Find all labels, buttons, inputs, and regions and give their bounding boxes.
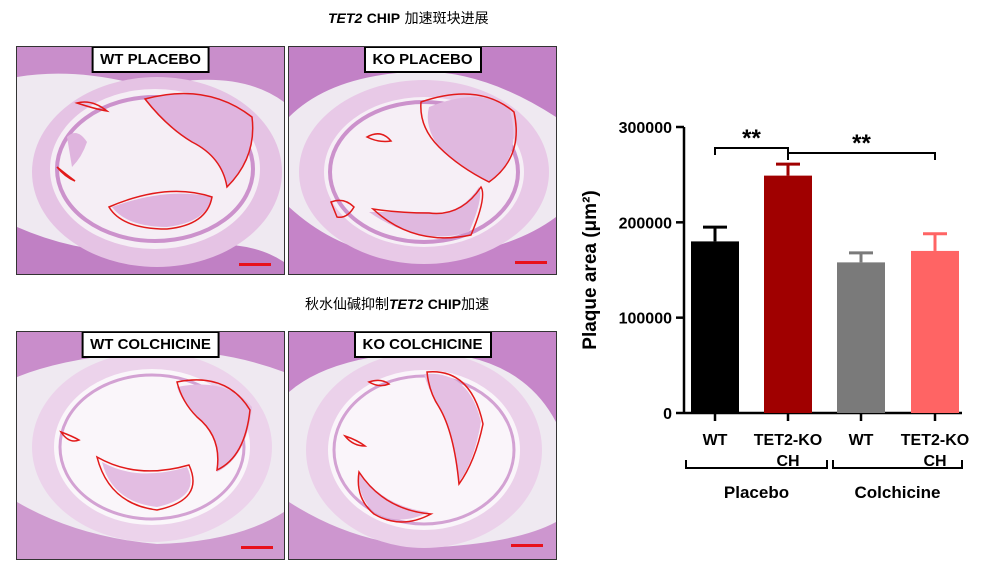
y-axis-label: Plaque area (μm²) <box>580 190 601 349</box>
bar <box>837 262 885 413</box>
scale-bar <box>515 261 547 264</box>
scale-bar <box>511 544 543 547</box>
bar <box>691 241 739 413</box>
significance-bracket <box>787 152 936 160</box>
histology-panel-wt-colchicine: WT COLCHICINE <box>16 331 285 560</box>
y-tick-label: 300000 <box>619 120 672 137</box>
x-tick-label: WT <box>849 432 874 449</box>
panel-label: WT COLCHICINE <box>81 332 220 358</box>
y-tick-label: 200000 <box>619 215 672 232</box>
histology-panel-ko-colchicine: KO COLCHICINE <box>288 331 557 560</box>
plaque-outlines <box>59 379 251 511</box>
group-label: Placebo <box>724 483 789 502</box>
plaque-outlines <box>330 93 517 239</box>
group-bracket <box>685 460 828 469</box>
significance-bracket <box>714 147 789 155</box>
panel-label: WT PLACEBO <box>91 47 210 73</box>
group-bracket <box>832 460 963 469</box>
x-tick-label: TET2-KO <box>754 432 822 449</box>
panel-label: KO PLACEBO <box>363 47 482 73</box>
top-caption: TET2 CHIP 加速斑块进展 <box>328 10 489 27</box>
plaque-outlines <box>56 92 254 230</box>
scale-bar <box>241 546 273 549</box>
middle-caption: 秋水仙碱抑制TET2 CHIP加速 <box>305 296 490 313</box>
plaque-area-bar-chart: 0 100000 200000 300000 Plaque area (μm²) WT TE… <box>580 120 969 502</box>
group-label: Colchicine <box>855 483 941 502</box>
significance-label: ** <box>742 125 761 152</box>
scale-bar <box>239 263 271 266</box>
significance-label: ** <box>852 130 871 157</box>
bar <box>911 250 959 413</box>
panel-label: KO COLCHICINE <box>353 332 492 358</box>
x-tick-label: TET2-KO <box>901 432 969 449</box>
histology-panel-ko-placebo: KO PLACEBO <box>288 46 557 275</box>
plaque-outlines <box>342 371 484 523</box>
histology-image <box>17 47 284 274</box>
histology-image <box>289 332 556 559</box>
x-tick-label: CH <box>776 453 799 470</box>
x-tick-label: CH <box>923 453 946 470</box>
y-tick-label: 0 <box>663 406 672 423</box>
y-tick-label: 100000 <box>619 311 672 328</box>
x-tick-label: WT <box>703 432 728 449</box>
bar <box>764 175 812 413</box>
histology-image <box>17 332 284 559</box>
histology-panel-wt-placebo: WT PLACEBO <box>16 46 285 275</box>
